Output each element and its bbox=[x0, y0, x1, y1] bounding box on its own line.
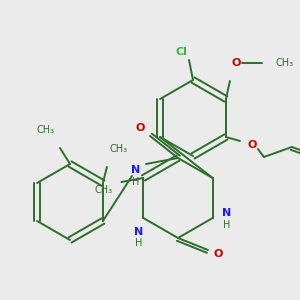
Text: CH₃: CH₃ bbox=[37, 125, 55, 135]
Text: H: H bbox=[223, 220, 230, 230]
Text: CH₃: CH₃ bbox=[110, 144, 128, 154]
Text: N: N bbox=[131, 165, 141, 175]
Text: Cl: Cl bbox=[175, 47, 187, 57]
Text: H: H bbox=[135, 238, 142, 248]
Text: O: O bbox=[231, 58, 241, 68]
Text: N: N bbox=[222, 208, 231, 218]
Text: O: O bbox=[247, 140, 256, 150]
Text: CH₃: CH₃ bbox=[276, 58, 294, 68]
Text: O: O bbox=[135, 123, 145, 133]
Text: O: O bbox=[213, 249, 223, 259]
Text: H: H bbox=[132, 177, 140, 187]
Text: CH₃: CH₃ bbox=[94, 185, 112, 195]
Text: N: N bbox=[134, 227, 143, 237]
